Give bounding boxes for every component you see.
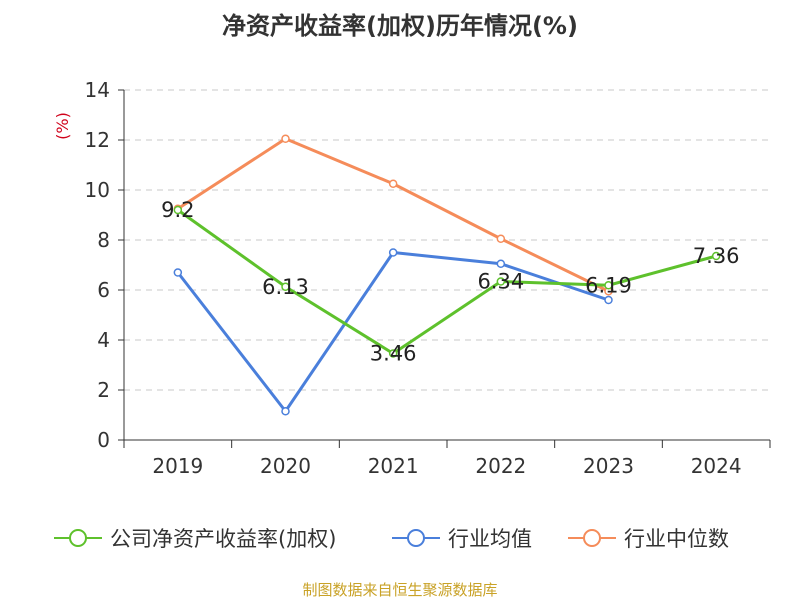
- x-tick-label: 2020: [260, 454, 311, 478]
- x-tick-label: 2022: [475, 454, 526, 478]
- legend-label: 行业中位数: [624, 527, 729, 551]
- y-tick-label: 6: [97, 278, 110, 302]
- legend-item-industry-median[interactable]: 行业中位数: [568, 521, 729, 555]
- legend-item-industry-mean[interactable]: 行业均值: [392, 521, 532, 555]
- data-point: [173, 268, 183, 277]
- data-point: [173, 205, 183, 215]
- series-line: [176, 208, 717, 355]
- data-point: [711, 251, 721, 261]
- data-point: [281, 407, 290, 416]
- data-point: [281, 282, 290, 291]
- legend-line-icon: [568, 529, 616, 547]
- data-point: [388, 248, 398, 257]
- data-label: 7.36: [693, 244, 740, 268]
- data-point: [388, 179, 398, 188]
- data-point: [281, 134, 290, 143]
- data-label: 6.13: [262, 275, 309, 299]
- data-label: 6.34: [477, 270, 524, 294]
- data-label: 9.2: [161, 198, 194, 222]
- y-tick-label: 8: [97, 228, 110, 252]
- x-tick-label: 2024: [691, 454, 742, 478]
- data-point: [496, 234, 506, 243]
- y-axis-label: (%): [53, 112, 72, 140]
- source-note: 制图数据来自恒生聚源数据库: [302, 581, 498, 599]
- y-tick-label: 0: [97, 428, 110, 452]
- legend-label: 行业均值: [448, 527, 532, 551]
- series-line: [177, 137, 610, 293]
- data-label: 6.19: [585, 273, 632, 297]
- legend-label: 公司净资产收益率(加权): [110, 527, 337, 551]
- y-tick-label: 4: [97, 328, 110, 352]
- series-line: [176, 251, 609, 413]
- data-point: [496, 277, 506, 286]
- x-tick-label: 2021: [368, 454, 419, 478]
- x-tick-label: 2023: [583, 454, 634, 478]
- data-point: [604, 281, 613, 290]
- x-tick-label: 2019: [152, 454, 203, 478]
- chart-legend: 公司净资产收益率(加权) 行业均值 行业中位数: [0, 521, 800, 555]
- data-point: [496, 259, 506, 268]
- y-tick-label: 10: [85, 178, 110, 202]
- y-tick-label: 2: [97, 378, 110, 402]
- data-point: [604, 295, 613, 305]
- legend-line-icon: [54, 529, 102, 547]
- data-label: 3.46: [370, 342, 417, 366]
- data-point: [388, 349, 398, 358]
- y-tick-label: 12: [85, 128, 110, 152]
- y-tick-label: 14: [85, 78, 110, 102]
- legend-line-icon: [392, 529, 440, 547]
- legend-item-company[interactable]: 公司净资产收益率(加权): [54, 521, 336, 555]
- chart-title: 净资产收益率(加权)历年情况(%): [222, 12, 578, 40]
